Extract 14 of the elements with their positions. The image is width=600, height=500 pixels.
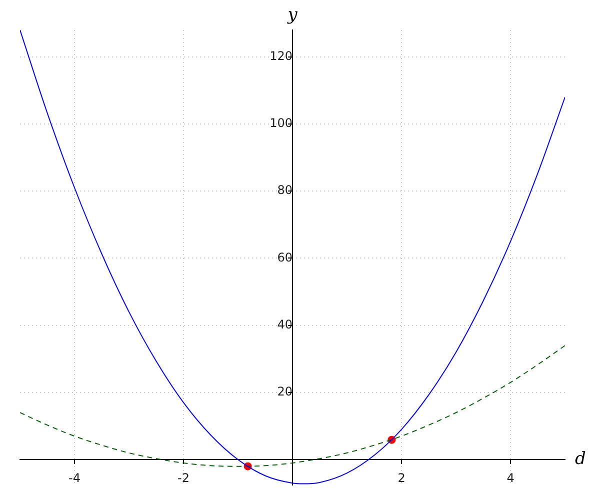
x-tick-label: 2 bbox=[398, 470, 406, 485]
y-tick-label: 40 bbox=[277, 317, 292, 332]
line-series bbox=[20, 345, 565, 467]
x-tick-label: 4 bbox=[506, 470, 514, 485]
y-tick-label: 100 bbox=[270, 116, 292, 130]
x-tick-label: -2 bbox=[178, 470, 190, 485]
y-tick-label: 20 bbox=[277, 384, 292, 399]
y-tick-label: 120 bbox=[270, 48, 292, 63]
line-series bbox=[20, 30, 565, 484]
y-tick-label: 60 bbox=[277, 250, 292, 264]
x-tick-label: -4 bbox=[68, 470, 80, 485]
y-tick-label: 80 bbox=[277, 183, 292, 198]
x-axis-title: d bbox=[575, 449, 586, 470]
y-axis-title: y bbox=[286, 4, 298, 25]
